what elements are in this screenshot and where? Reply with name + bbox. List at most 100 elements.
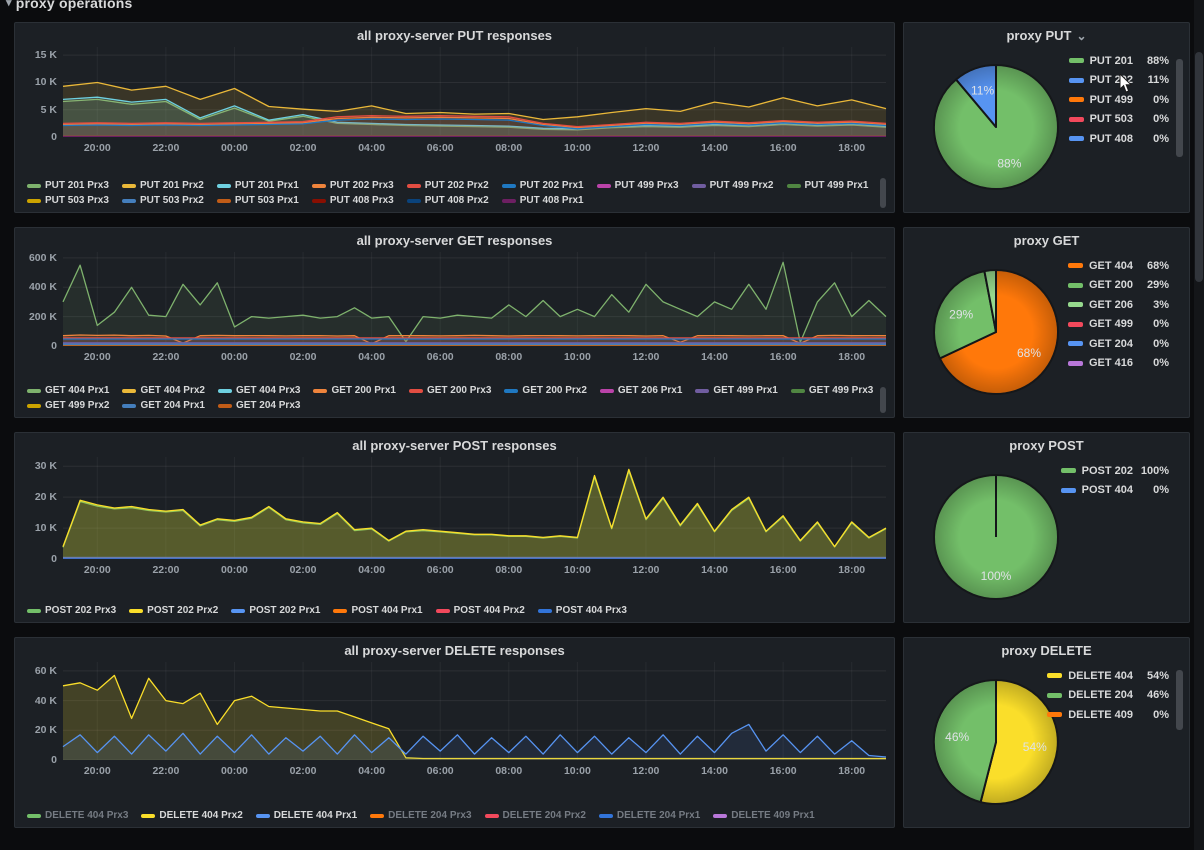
legend-item[interactable]: GET 200 Prx1 <box>313 385 396 396</box>
legend-item[interactable]: POST 202 Prx1 <box>231 605 320 616</box>
y-axis-label: 0 <box>51 754 57 766</box>
legend-item[interactable]: GET 206 Prx1 <box>599 385 682 396</box>
legend-value: 68% <box>1146 259 1169 272</box>
legend-item[interactable]: PUT 503 Prx3 <box>27 195 109 206</box>
legend-item[interactable]: DELETE 204 Prx3 <box>370 810 472 821</box>
pie-legend-item[interactable]: PUT 499 0% <box>1068 90 1169 110</box>
legend-item[interactable]: DELETE 404 Prx3 <box>27 810 128 821</box>
legend-item[interactable]: DELETE 404 Prx2 <box>141 810 243 821</box>
pie-legend-item[interactable]: DELETE 204 46% <box>1047 686 1169 706</box>
legend-item[interactable]: PUT 202 Prx2 <box>406 180 489 191</box>
legend-item[interactable]: PUT 201 Prx1 <box>216 180 299 191</box>
time-series-plot[interactable] <box>19 47 892 137</box>
legend-item[interactable]: PUT 503 Prx2 <box>121 195 204 206</box>
legend-swatch <box>1060 487 1076 493</box>
legend-label: GET 200 Prx2 <box>522 385 587 396</box>
panel-title[interactable]: all proxy-server DELETE responses <box>344 643 565 658</box>
x-axis-label: 16:00 <box>769 564 797 576</box>
pie-chart[interactable]: 88% 11% <box>914 45 1078 209</box>
legend-item[interactable]: GET 204 Prx3 <box>217 400 300 411</box>
legend-item[interactable]: PUT 201 Prx3 <box>27 180 109 191</box>
legend-item[interactable]: POST 202 Prx3 <box>27 605 116 616</box>
legend-item[interactable]: PUT 499 Prx2 <box>691 180 774 191</box>
plot-area[interactable]: 0 200 K 400 K 600 K <box>19 252 892 352</box>
pie-legend-item[interactable]: DELETE 404 54% <box>1047 666 1169 686</box>
panel-title[interactable]: all proxy-server PUT responses <box>356 28 553 43</box>
legend-item[interactable]: GET 200 Prx2 <box>504 385 587 396</box>
legend-item[interactable]: GET 499 Prx1 <box>695 385 778 396</box>
legend-item[interactable]: PUT 499 Prx3 <box>596 180 679 191</box>
pie-legend-item[interactable]: GET 204 0% <box>1067 334 1169 354</box>
legend-scrollbar[interactable] <box>880 178 886 208</box>
pie-legend-item[interactable]: POST 404 0% <box>1060 481 1169 501</box>
panel-title[interactable]: proxy PUT ⌄ <box>904 28 1189 43</box>
legend-item[interactable]: PUT 503 Prx1 <box>216 195 299 206</box>
pie-legend-item[interactable]: PUT 201 88% <box>1068 51 1169 71</box>
pie-chart[interactable]: 68% 29% <box>914 250 1078 414</box>
legend-item[interactable]: DELETE 404 Prx1 <box>255 810 357 821</box>
plot-area[interactable]: 0 20 K 40 K 60 K <box>19 662 892 766</box>
legend-item[interactable]: POST 404 Prx1 <box>333 605 423 616</box>
legend-item[interactable]: DELETE 204 Prx1 <box>598 810 700 821</box>
legend-swatch <box>1067 282 1083 288</box>
pie-chart[interactable]: 100% <box>914 455 1078 619</box>
plot-area[interactable]: 0 10 K 20 K 30 K <box>19 457 892 565</box>
legend-item[interactable]: GET 404 Prx2 <box>122 385 205 396</box>
legend-scrollbar[interactable] <box>880 387 886 413</box>
legend-item[interactable]: GET 200 Prx3 <box>408 385 491 396</box>
legend-item[interactable]: GET 404 Prx1 <box>27 385 109 396</box>
legend-item[interactable]: DELETE 409 Prx1 <box>713 810 815 821</box>
legend-item[interactable]: POST 202 Prx2 <box>129 605 218 616</box>
y-axis-label: 0 <box>51 553 57 565</box>
legend-label: POST 202 Prx1 <box>249 605 321 616</box>
legend-item[interactable]: PUT 499 Prx1 <box>786 180 868 191</box>
x-axis-label: 22:00 <box>152 142 180 154</box>
series-fill <box>63 97 886 137</box>
legend-value: 29% <box>1146 279 1169 292</box>
chevron-down-icon[interactable]: ⌄ <box>1076 29 1087 43</box>
x-axis-label: 18:00 <box>838 142 866 154</box>
legend-label: PUT 201 Prx1 <box>234 180 299 191</box>
panel-title[interactable]: proxy POST <box>1009 438 1084 453</box>
x-axis-label: 18:00 <box>838 765 866 777</box>
legend-item[interactable]: POST 404 Prx3 <box>537 605 627 616</box>
pie-legend-item[interactable]: GET 206 3% <box>1067 295 1169 315</box>
legend-scrollbar[interactable] <box>1176 670 1183 730</box>
x-axis-label: 20:00 <box>83 564 111 576</box>
pie-legend-item[interactable]: GET 404 68% <box>1067 256 1169 276</box>
legend-item[interactable]: POST 404 Prx2 <box>435 605 525 616</box>
legend-item[interactable]: PUT 408 Prx2 <box>406 195 489 206</box>
legend-item[interactable]: GET 499 Prx3 <box>790 385 873 396</box>
panel-title[interactable]: proxy GET <box>1013 233 1080 248</box>
panel-title[interactable]: proxy DELETE <box>1001 643 1092 658</box>
pie-legend-item[interactable]: GET 416 0% <box>1067 354 1169 374</box>
pie-legend-item[interactable]: DELETE 409 0% <box>1047 705 1169 725</box>
legend-item[interactable]: GET 499 Prx2 <box>27 400 109 411</box>
panel-title[interactable]: all proxy-server POST responses <box>352 438 557 453</box>
legend-value: 0% <box>1153 93 1169 106</box>
row-title-proxy-operations[interactable]: ▾ proxy operations <box>6 0 133 11</box>
pie-legend-item[interactable]: PUT 503 0% <box>1068 110 1169 130</box>
legend-item[interactable]: GET 204 Prx1 <box>122 400 205 411</box>
legend-item[interactable]: GET 404 Prx3 <box>217 385 300 396</box>
panel-post-responses: all proxy-server POST responses 0 10 K 20 … <box>14 432 895 623</box>
legend-item[interactable]: PUT 408 Prx1 <box>501 195 584 206</box>
legend-item[interactable]: DELETE 204 Prx2 <box>484 810 586 821</box>
pie-legend-item[interactable]: GET 499 0% <box>1067 315 1169 335</box>
legend-item[interactable]: PUT 202 Prx1 <box>501 180 584 191</box>
time-series-plot[interactable] <box>19 457 892 559</box>
legend-item[interactable]: PUT 202 Prx3 <box>311 180 394 191</box>
time-series-plot[interactable] <box>19 252 892 346</box>
panel-title[interactable]: all proxy-server GET responses <box>356 233 553 248</box>
legend-item[interactable]: PUT 201 Prx2 <box>121 180 204 191</box>
legend-item[interactable]: PUT 408 Prx3 <box>311 195 394 206</box>
pie-legend-item[interactable]: GET 200 29% <box>1067 276 1169 296</box>
panel-proxy-put: proxy PUT ⌄ 88% 11% PUT 201 88% PUT 202 11% PUT… <box>903 22 1190 213</box>
legend-scrollbar[interactable] <box>1176 59 1183 157</box>
pie-legend-item[interactable]: PUT 408 0% <box>1068 129 1169 149</box>
page-scrollbar-thumb[interactable] <box>1195 52 1203 282</box>
plot-area[interactable]: 0 5 K 10 K 15 K <box>19 47 892 143</box>
page-scrollbar[interactable] <box>1194 0 1204 850</box>
time-series-plot[interactable] <box>19 662 892 760</box>
pie-legend-item[interactable]: POST 202 100% <box>1060 461 1169 481</box>
